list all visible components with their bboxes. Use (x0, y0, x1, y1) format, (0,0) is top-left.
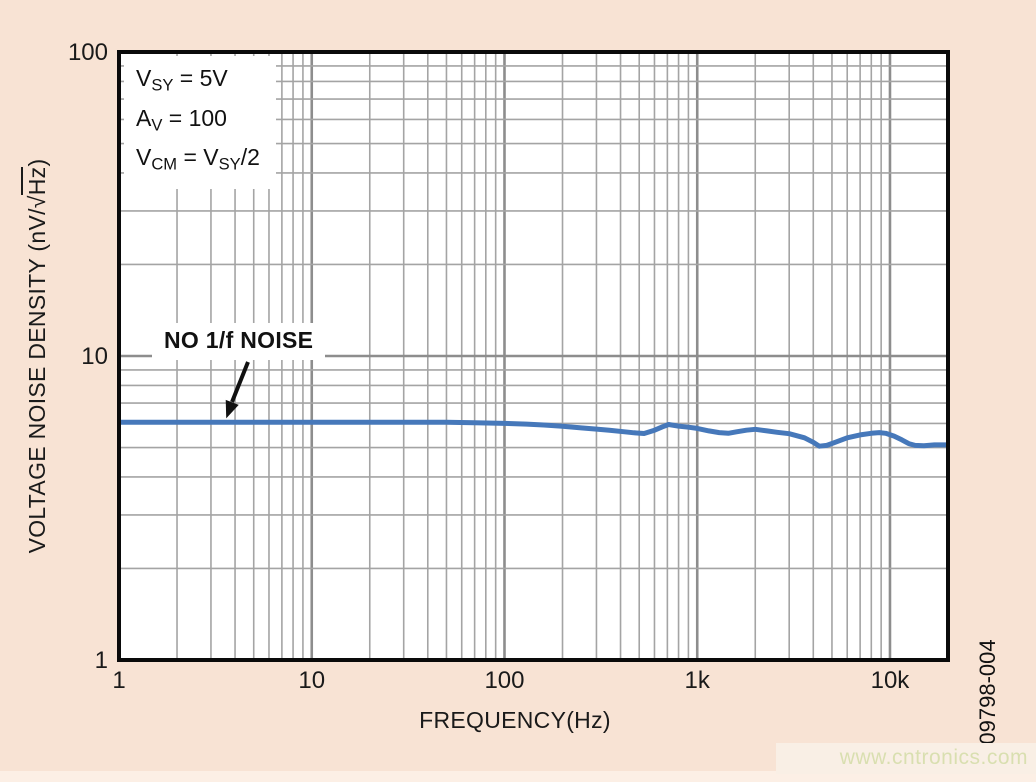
x-tick-label: 100 (484, 667, 525, 694)
x-tick-label: 1k (684, 667, 710, 694)
noise-density-line (119, 419, 948, 449)
callout-arrow-head (225, 399, 239, 419)
x-tick-label: 1 (112, 667, 126, 694)
watermark: www.cntronics.com (775, 743, 1036, 774)
plot-border (117, 50, 950, 662)
y-axis-title-segment: VOLTAGE NOISE DENSITY (nV/√ (24, 195, 50, 554)
y-axis-title-segment: ) (24, 158, 50, 167)
x-tick-label: 10 (298, 667, 326, 694)
x-tick-label: 10k (870, 667, 910, 694)
y-tick-label: 100 (67, 39, 108, 66)
no-1f-noise-callout: NO 1/f NOISE (152, 323, 326, 360)
condition-line: AV = 100 (136, 104, 227, 135)
condition-line: VSY = 5V (136, 65, 228, 95)
callout-arrow-shaft (230, 361, 250, 403)
figure-number: 09798-004 (975, 639, 1000, 745)
y-axis-title-segment: Hz (21, 166, 50, 196)
y-tick-label: 1 (94, 647, 108, 674)
x-axis-title: FREQUENCY(Hz) (419, 707, 611, 733)
condition-line: VCM = VSY/2 (136, 144, 260, 174)
test-conditions-box: VSY = 5V AV = 100 VCM = VSY/2 (124, 56, 276, 189)
y-tick-label: 10 (81, 343, 108, 370)
no-1f-noise-label: NO 1/f NOISE (164, 327, 314, 353)
bottom-strip (0, 771, 1036, 782)
